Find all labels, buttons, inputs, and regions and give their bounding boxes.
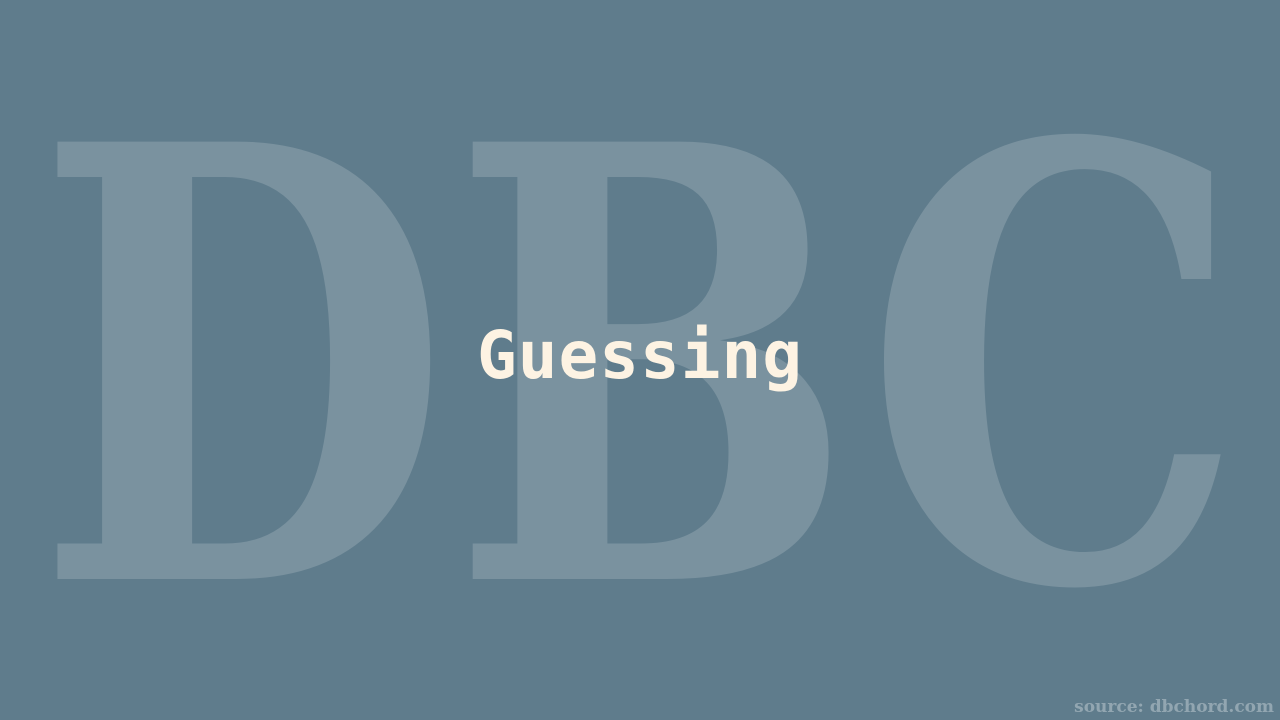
watermark-text: DBC: [35, 16, 1245, 720]
slide-title: Guessing: [477, 317, 803, 394]
source-credit: source: dbchord.com: [1074, 697, 1274, 717]
